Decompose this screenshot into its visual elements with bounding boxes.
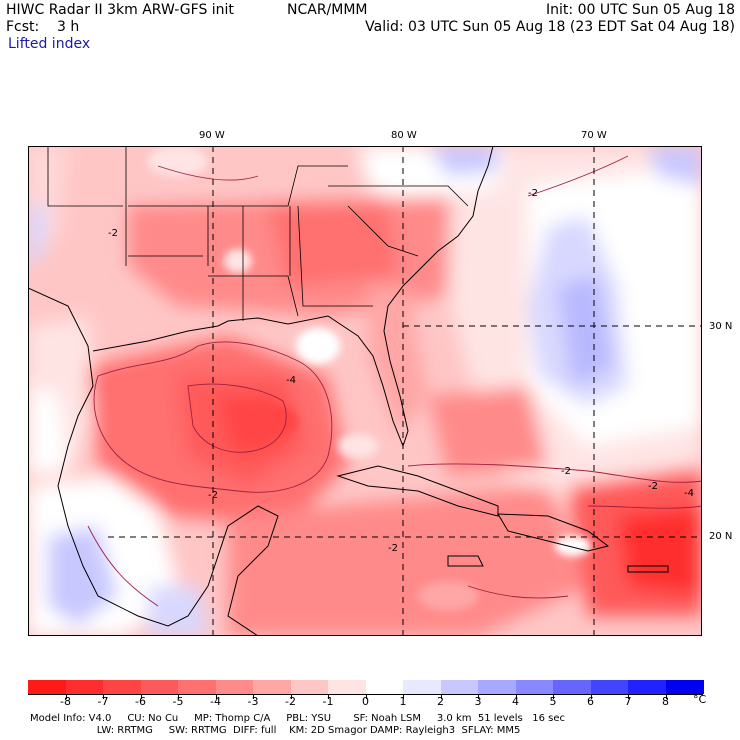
colorbar-tick [215,694,217,699]
colorbar-tick-label: -2 [285,695,296,708]
colorbar-tick-label: -7 [97,695,109,708]
contour-label: -2 [561,466,571,477]
colorbar-tick-label: 6 [587,695,594,708]
colorbar-tick-label: 8 [662,695,669,708]
colorbar-tick [65,694,67,699]
colorbar-tick [103,694,104,699]
colorbar-cell [215,680,254,694]
colorbar-cell [365,680,404,694]
colorbar-cell [178,680,216,694]
colorbar-cell [665,680,704,694]
lon-label-90w: 90 W [199,130,225,141]
contour-label: -2 [648,481,658,492]
colorbar-tick [178,694,179,699]
colorbar-tick-label: -8 [60,695,71,708]
lon-label-80w: 80 W [391,130,417,141]
valid-time: Valid: 03 UTC Sun 05 Aug 18 (23 EDT Sat … [365,19,735,35]
contour-label: -2 [528,188,538,199]
colorbar-tick-label: -3 [247,695,259,708]
model-info-line2: LW: RRTMG SW: RRTMG DIFF: full KM: 2D Sm… [30,725,521,736]
colorbar-cell [65,680,104,694]
colorbar-tick [328,694,329,699]
colorbar-tick-label: -1 [322,695,334,708]
contour-label: -4 [286,375,296,386]
colorbar-tick-label: 0 [362,695,369,708]
colorbar-tick [665,694,667,699]
colorbar-tick [290,694,292,699]
lat-label-20n: 20 N [709,531,733,542]
colorbar-tick-label: 5 [549,695,557,708]
lon-label-70w: 70 W [581,130,607,141]
colorbar-cell [140,680,179,694]
contour-label: -2 [208,490,218,501]
field-name: Lifted index [8,36,91,52]
lat-label-30n: 30 N [709,321,733,332]
institution-label: NCAR/MMM [287,2,368,18]
colorbar-cell [28,680,66,694]
colorbar-cell [478,680,516,694]
colorbar-tick [590,694,592,699]
model-info-line1: Model Info: V4.0 CU: No Cu MP: Thomp C/A… [30,713,566,724]
colorbar-tick [628,694,629,699]
contour-label: -2 [108,228,118,239]
colorbar-tick [403,694,404,699]
init-time: Init: 00 UTC Sun 05 Aug 18 [546,2,735,18]
colorbar-cell [290,680,329,694]
field-details [148,146,591,611]
colorbar-cell [553,680,591,694]
contour-label: -4 [684,488,694,499]
colorbar-tick-label: -5 [172,695,184,708]
colorbar-tick [440,694,442,699]
coastlines [28,146,669,636]
state-borders [47,146,469,321]
model-title: HIWC Radar II 3km ARW-GFS init [6,2,234,18]
colorbar-tick [253,694,254,699]
colorbar-unit: °C [693,693,707,706]
colorbar-cell [440,680,479,694]
colorbar-cell [515,680,554,694]
colorbar-cell [403,680,441,694]
colorbar-tick-label: 3 [474,695,482,708]
colorbar-tick-label: 1 [399,695,407,708]
colorbar-cell [103,680,141,694]
colorbar-cell [328,680,366,694]
map-frame [28,146,702,636]
contour-label: -2 [388,543,398,554]
colorbar-tick [515,694,517,699]
contours [87,155,702,607]
colorbar-tick-label: 4 [512,695,519,708]
colorbar-tick [478,694,479,699]
colorbar-tick [140,694,142,699]
colorbar-tick [553,694,554,699]
colorbar-cell [590,680,629,694]
colorbar-tick [365,694,367,699]
colorbar-cell [628,680,666,694]
colorbar-tick-label: 7 [624,695,632,708]
colorbar-tick-label: -6 [135,695,146,708]
colorbar-cell [253,680,291,694]
colorbar-tick-label: -4 [210,695,221,708]
lifted-index-map: -2 -4 -2 -2 -2 -4 -2 -2 [28,146,702,636]
colorbar-tick-label: 2 [437,695,444,708]
forecast-hour: Fcst: 3 h [6,19,80,35]
graticule [108,146,702,636]
